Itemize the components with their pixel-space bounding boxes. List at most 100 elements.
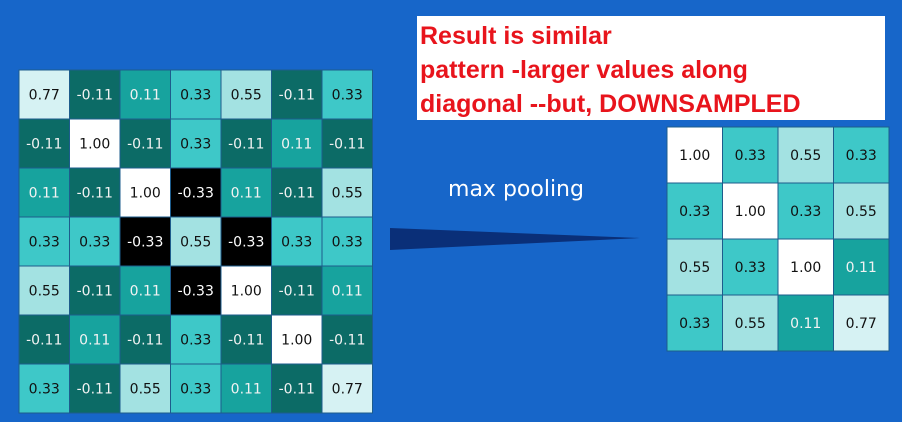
cell-value: -0.11 [279,284,315,300]
cell-value: 0.33 [281,235,312,251]
cell-value: -0.11 [77,284,113,300]
cell [18,363,70,414]
annotation-box [417,16,885,120]
arrow [390,228,640,250]
cell-value: 1.00 [679,148,710,164]
cell-value: 0.33 [29,235,60,251]
left-grid: 0.77 -0.11 0.11 0.33 0.55 -0.11 0.33 -0.11 1.00 -… [18,69,373,414]
cell-value: 0.55 [130,382,161,398]
cell-value: 0.11 [79,333,110,349]
cell [170,265,222,316]
cell [722,294,779,352]
cell [666,294,723,352]
cell [69,265,121,316]
cell-value: -0.33 [178,186,214,202]
cell-value: 0.11 [231,186,262,202]
cell-value: -0.11 [329,137,365,153]
cell-value: 0.11 [130,88,161,104]
cell-value: 0.55 [231,88,262,104]
cell-value: 0.55 [332,186,363,202]
annotation-line: pattern -larger values along [420,56,748,84]
cell-value: 0.11 [281,137,312,153]
cell [833,238,890,296]
cell [271,265,323,316]
cell-value: -0.11 [279,382,315,398]
cell-value: 0.55 [846,204,877,220]
cell [833,294,890,352]
cell [321,69,373,120]
annotation-line: diagonal --but, DOWNSAMPLED [420,90,801,118]
cell-value: 1.00 [790,260,821,276]
cell [271,118,323,169]
cell [777,294,834,352]
cell-value: 0.11 [790,316,821,332]
cell-value: 0.11 [332,284,363,300]
cell-value: 0.33 [735,260,766,276]
cell [666,238,723,296]
cell [321,314,373,365]
cell-value: 0.33 [180,382,211,398]
cell [777,238,834,296]
cell-value: 0.33 [180,333,211,349]
cell-value: 1.00 [735,204,766,220]
cell-value: 0.33 [735,148,766,164]
cell [170,118,222,169]
cell [69,314,121,365]
cell-value: -0.11 [77,186,113,202]
cell-value: 0.11 [29,186,60,202]
cell [119,363,171,414]
cell [777,126,834,184]
cell [321,118,373,169]
cell [321,167,373,218]
cell [722,182,779,240]
cell [170,314,222,365]
cell-value: 0.77 [332,382,363,398]
cell-value: -0.11 [77,382,113,398]
cell-value: -0.33 [228,235,264,251]
cell [777,182,834,240]
cell [321,216,373,267]
cell-value: 1.00 [281,333,312,349]
cell-value: 0.33 [180,88,211,104]
cell-value: 0.11 [130,284,161,300]
cell-value: 0.33 [790,204,821,220]
cell-value: 0.55 [679,260,710,276]
cell-value: -0.11 [127,137,163,153]
cell [220,69,272,120]
cell-value: 0.11 [846,260,877,276]
cell-value: 0.33 [79,235,110,251]
cell-value: 0.11 [231,382,262,398]
cell-value: 0.77 [846,316,877,332]
cell-value: -0.11 [329,333,365,349]
cell [119,167,171,218]
cell-value: -0.33 [178,284,214,300]
cell [220,167,272,218]
cell-value: -0.11 [279,186,315,202]
cell-value: 0.55 [29,284,60,300]
cell [170,69,222,120]
cell [220,363,272,414]
cell-value: -0.11 [26,333,62,349]
cell-value: -0.11 [77,88,113,104]
cell-value: 0.33 [332,235,363,251]
cell-value: 0.33 [846,148,877,164]
cell-value: -0.11 [279,88,315,104]
right-grid: 1.00 0.33 0.55 0.33 0.33 1.00 0.33 0.55 0.55 0.33… [666,126,890,352]
cell [69,216,121,267]
cell-value: -0.11 [228,333,264,349]
cell-value: -0.11 [26,137,62,153]
cell [119,69,171,120]
cell-value: -0.11 [228,137,264,153]
cell [722,238,779,296]
cell-value: 0.55 [735,316,766,332]
cell-value: -0.33 [127,235,163,251]
cell [666,182,723,240]
cell-value: 1.00 [130,186,161,202]
cell-value: 0.77 [29,88,60,104]
cell-value: 0.33 [180,137,211,153]
cell-value: 0.55 [180,235,211,251]
cell-value: 0.33 [29,382,60,398]
cell [69,167,121,218]
